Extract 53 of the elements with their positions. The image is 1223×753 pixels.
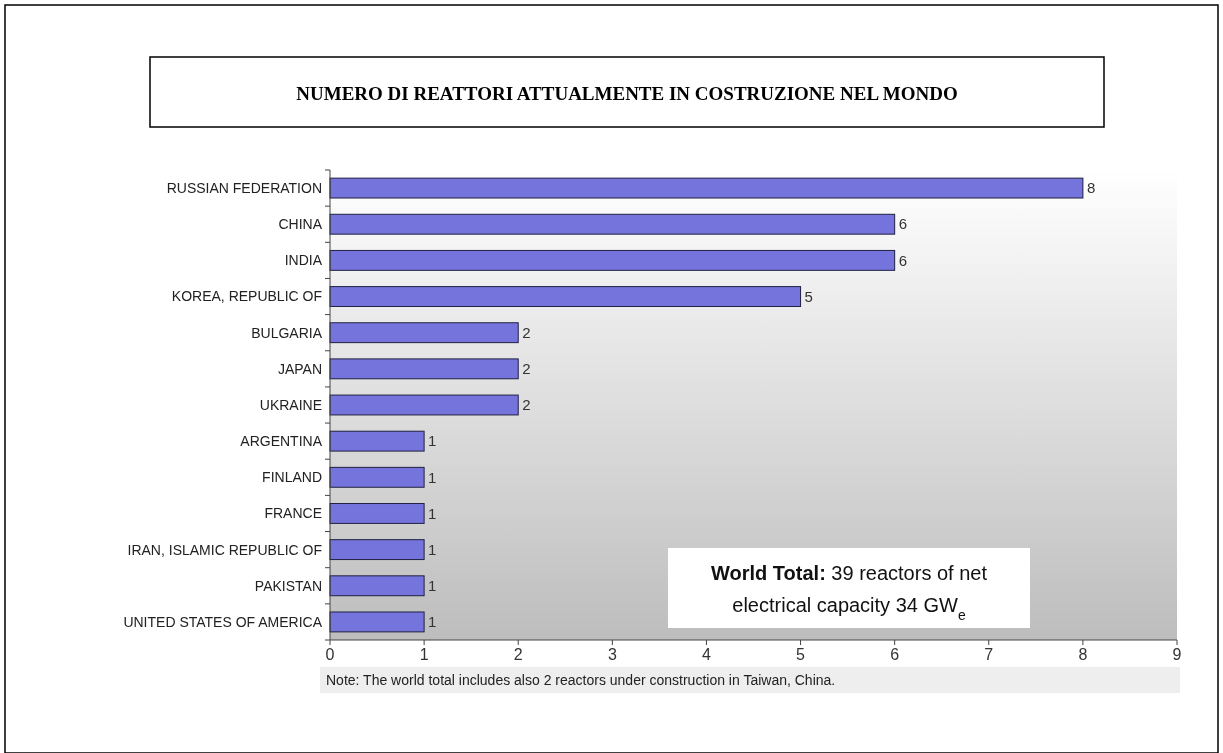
bar <box>329 358 519 380</box>
bar <box>329 322 519 344</box>
y-tick-label: FINLAND <box>262 469 322 486</box>
data-label: 5 <box>804 287 813 305</box>
y-tick-label: BULGARIA <box>251 324 323 341</box>
data-label: 1 <box>428 468 437 486</box>
data-label: 2 <box>522 360 531 378</box>
bar <box>329 539 425 561</box>
bar <box>329 611 425 633</box>
text-box: World Total: 39 reactors of net electrical capacity 34 GW$_{e}$ <box>668 548 1030 628</box>
x-tick-label: 5 <box>796 646 806 663</box>
y-tick-label: INDIA <box>284 252 323 269</box>
x-tick-label: 4 <box>701 646 711 663</box>
y-tick-label: RUSSIAN FEDERATION <box>166 179 322 196</box>
y-tick-label: CHINA <box>278 216 323 233</box>
bar <box>329 430 425 452</box>
data-label: 1 <box>428 577 437 595</box>
chart-title: NUMERO DI REATTORI ATTUALMENTE IN COSTRUZIONE NEL MONDO <box>296 83 958 104</box>
bar <box>329 503 425 524</box>
data-label: 6 <box>898 215 908 233</box>
data-label: 2 <box>522 323 531 341</box>
text: Note: The world total includes also 2 reactors under construction in Taiwan, China. <box>326 672 836 688</box>
x-tick-label: 3 <box>607 646 617 663</box>
bar <box>329 286 802 307</box>
x-tick-label: 2 <box>513 646 523 663</box>
y-tick-label: UKRAINE <box>259 396 322 413</box>
annotation: World Total: 39 reactors of net electrical capacity 34 GW$_{e}$ <box>711 562 988 623</box>
y-tick-label: KOREA, REPUBLIC OF <box>171 288 322 305</box>
data-label: 1 <box>428 613 437 631</box>
data-label: 8 <box>1086 179 1096 197</box>
x-tick-label: 6 <box>890 646 900 663</box>
y-tick-label: UNITED STATES OF AMERICA <box>123 613 323 630</box>
data-label: 1 <box>428 504 437 522</box>
bar <box>329 249 896 271</box>
bar <box>329 177 1084 199</box>
x-tick-label: 1 <box>419 646 429 663</box>
bar <box>329 394 519 416</box>
bar <box>329 575 425 597</box>
y-tick-label: FRANCE <box>264 505 322 522</box>
y-tick-label: PAKISTAN <box>254 577 322 594</box>
bar <box>329 213 896 235</box>
y-tick-label: JAPAN <box>277 360 322 377</box>
data-label: 1 <box>428 432 437 450</box>
x-tick-label: 0 <box>325 646 335 663</box>
data-label: 2 <box>522 396 531 414</box>
x-tick-label: 7 <box>984 646 994 663</box>
bar <box>329 466 425 488</box>
x-tick-label: 8 <box>1078 646 1088 663</box>
data-label: 6 <box>898 251 908 269</box>
y-tick-label: ARGENTINA <box>240 433 323 450</box>
y-tick-label: IRAN, ISLAMIC REPUBLIC OF <box>127 541 322 558</box>
x-tick-label: 9 <box>1172 646 1182 663</box>
data-label: 1 <box>428 540 437 558</box>
